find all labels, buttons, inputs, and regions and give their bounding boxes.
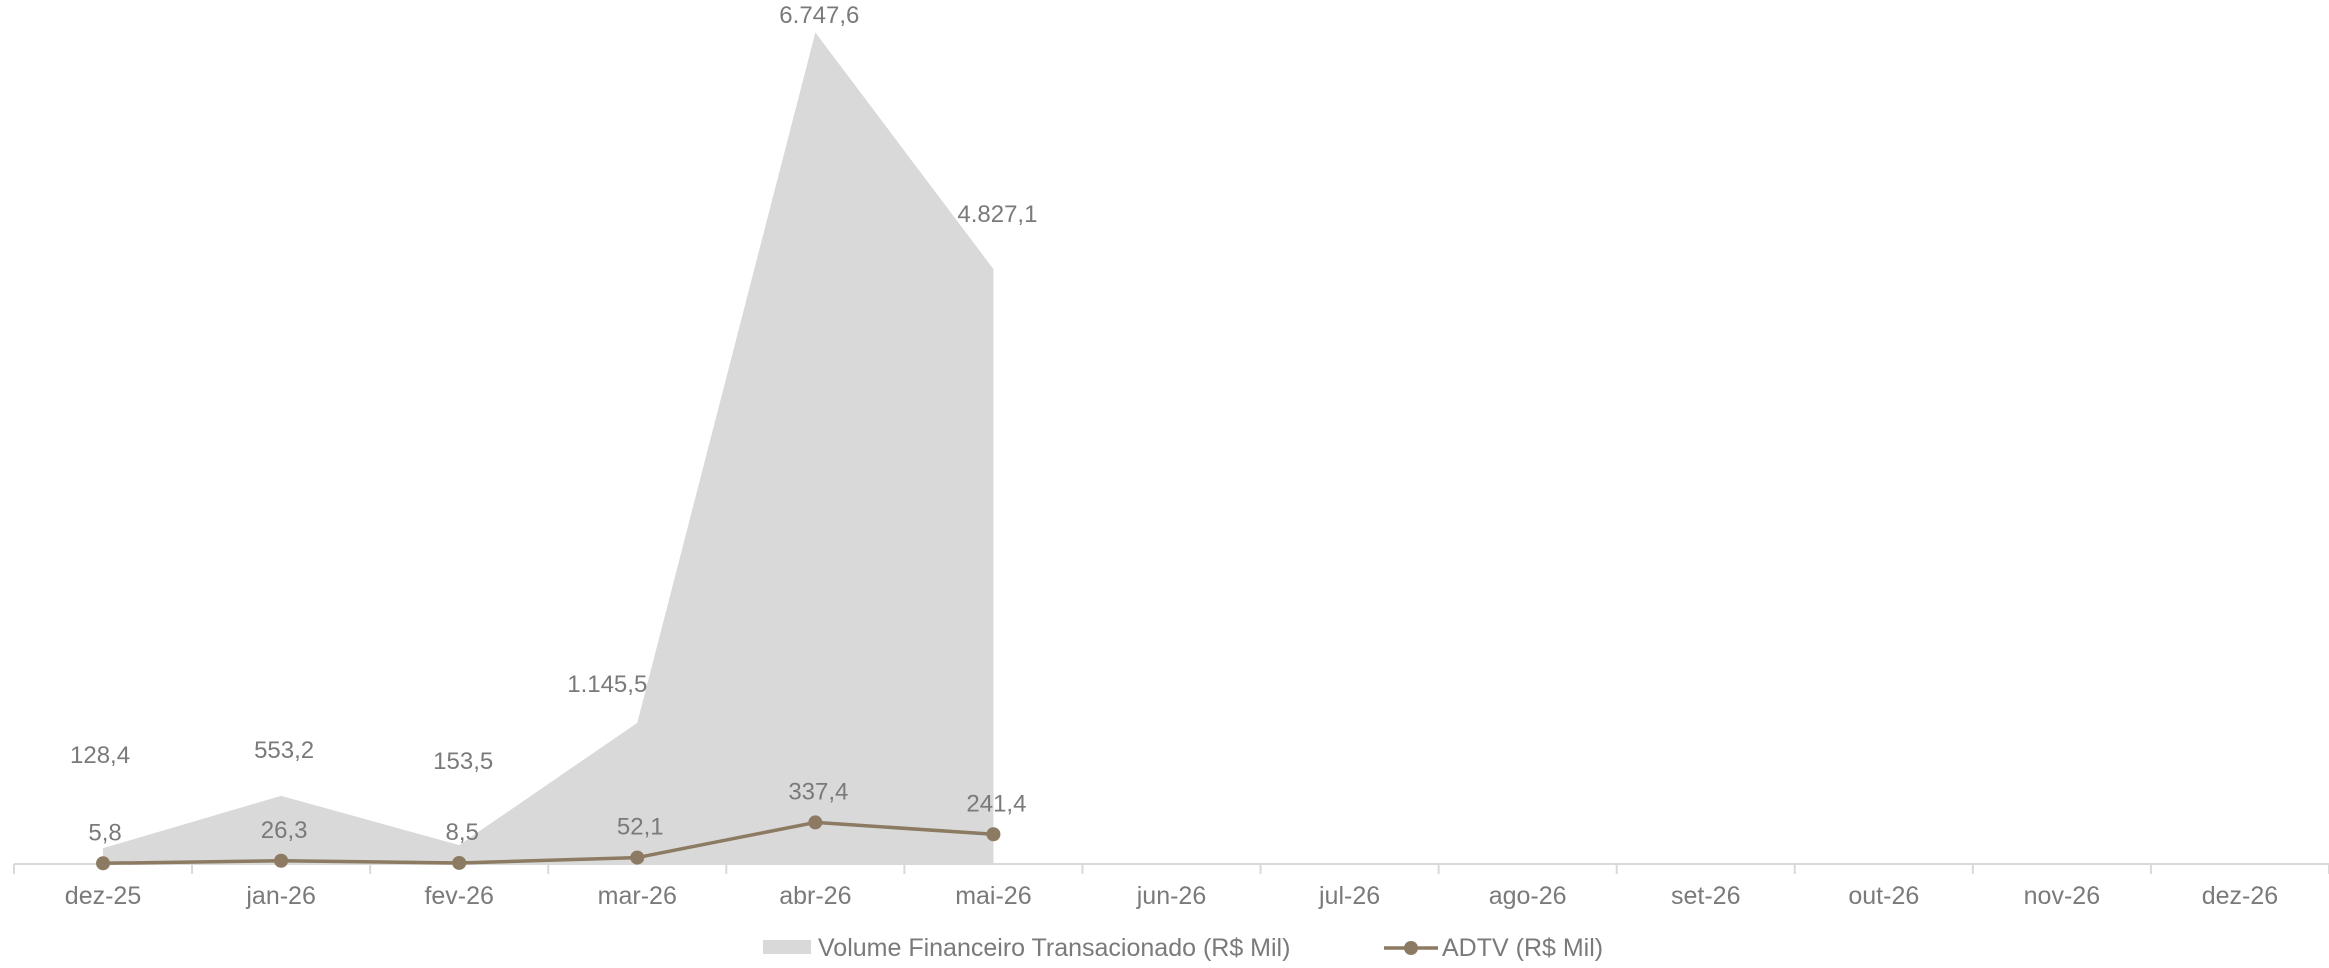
adtv-point bbox=[274, 853, 289, 868]
adtv-point bbox=[452, 855, 467, 870]
adtv-data-label: 337,4 bbox=[788, 778, 848, 805]
x-axis: dez-25 jan-26 fev-26 mar-26 abr-26 mai-26 jun-… bbox=[13, 863, 2329, 910]
x-tick-label: nov-26 bbox=[2024, 882, 2100, 910]
volume-data-label: 153,5 bbox=[433, 748, 493, 775]
x-tick-label: ago-26 bbox=[1489, 882, 1567, 910]
adtv-data-label: 241,4 bbox=[966, 790, 1026, 817]
adtv-point bbox=[808, 815, 823, 830]
adtv-data-label: 52,1 bbox=[617, 814, 664, 841]
adtv-data-label: 8,5 bbox=[446, 819, 479, 846]
volume-data-label: 6.747,6 bbox=[779, 2, 859, 29]
volume-data-label: 4.827,1 bbox=[957, 201, 1037, 228]
x-tick-label: mar-26 bbox=[598, 882, 677, 910]
adtv-data-label: 26,3 bbox=[261, 817, 308, 844]
area-layer bbox=[103, 32, 994, 865]
adtv-point bbox=[96, 856, 111, 871]
x-tick-label: abr-26 bbox=[779, 882, 851, 910]
legend: Volume Financeiro Transacionado (R$ Mil)… bbox=[763, 934, 1603, 962]
volume-area bbox=[103, 32, 994, 865]
legend-swatch-adtv-marker bbox=[1404, 941, 1418, 955]
x-tick-label: jan-26 bbox=[245, 882, 316, 910]
adtv-line bbox=[103, 820, 994, 866]
legend-swatch-volume bbox=[763, 940, 811, 954]
line-layer bbox=[96, 815, 1001, 871]
volume-data-label: 128,4 bbox=[70, 742, 130, 769]
x-tick-label: jun-26 bbox=[1136, 882, 1207, 910]
volume-data-label: 553,2 bbox=[254, 737, 314, 764]
x-tick-label: fev-26 bbox=[424, 882, 493, 910]
x-tick-label: out-26 bbox=[1848, 882, 1919, 910]
x-tick-label: jul-26 bbox=[1318, 882, 1380, 910]
adtv-point bbox=[630, 850, 645, 865]
x-tick-label: dez-25 bbox=[65, 882, 141, 910]
adtv-point bbox=[986, 827, 1001, 842]
legend-label-adtv: ADTV (R$ Mil) bbox=[1442, 934, 1603, 962]
volume-data-label: 1.145,5 bbox=[567, 671, 647, 698]
x-tick-label: mai-26 bbox=[955, 882, 1031, 910]
adtv-data-label: 5,8 bbox=[88, 819, 121, 846]
legend-label-volume: Volume Financeiro Transacionado (R$ Mil) bbox=[818, 934, 1290, 962]
data-labels: 128,4 553,2 153,5 1.145,5 6.747,6 4.827,1 5,8 2… bbox=[70, 2, 1037, 846]
x-tick-label: dez-26 bbox=[2202, 882, 2278, 910]
x-tick-label: set-26 bbox=[1671, 882, 1740, 910]
